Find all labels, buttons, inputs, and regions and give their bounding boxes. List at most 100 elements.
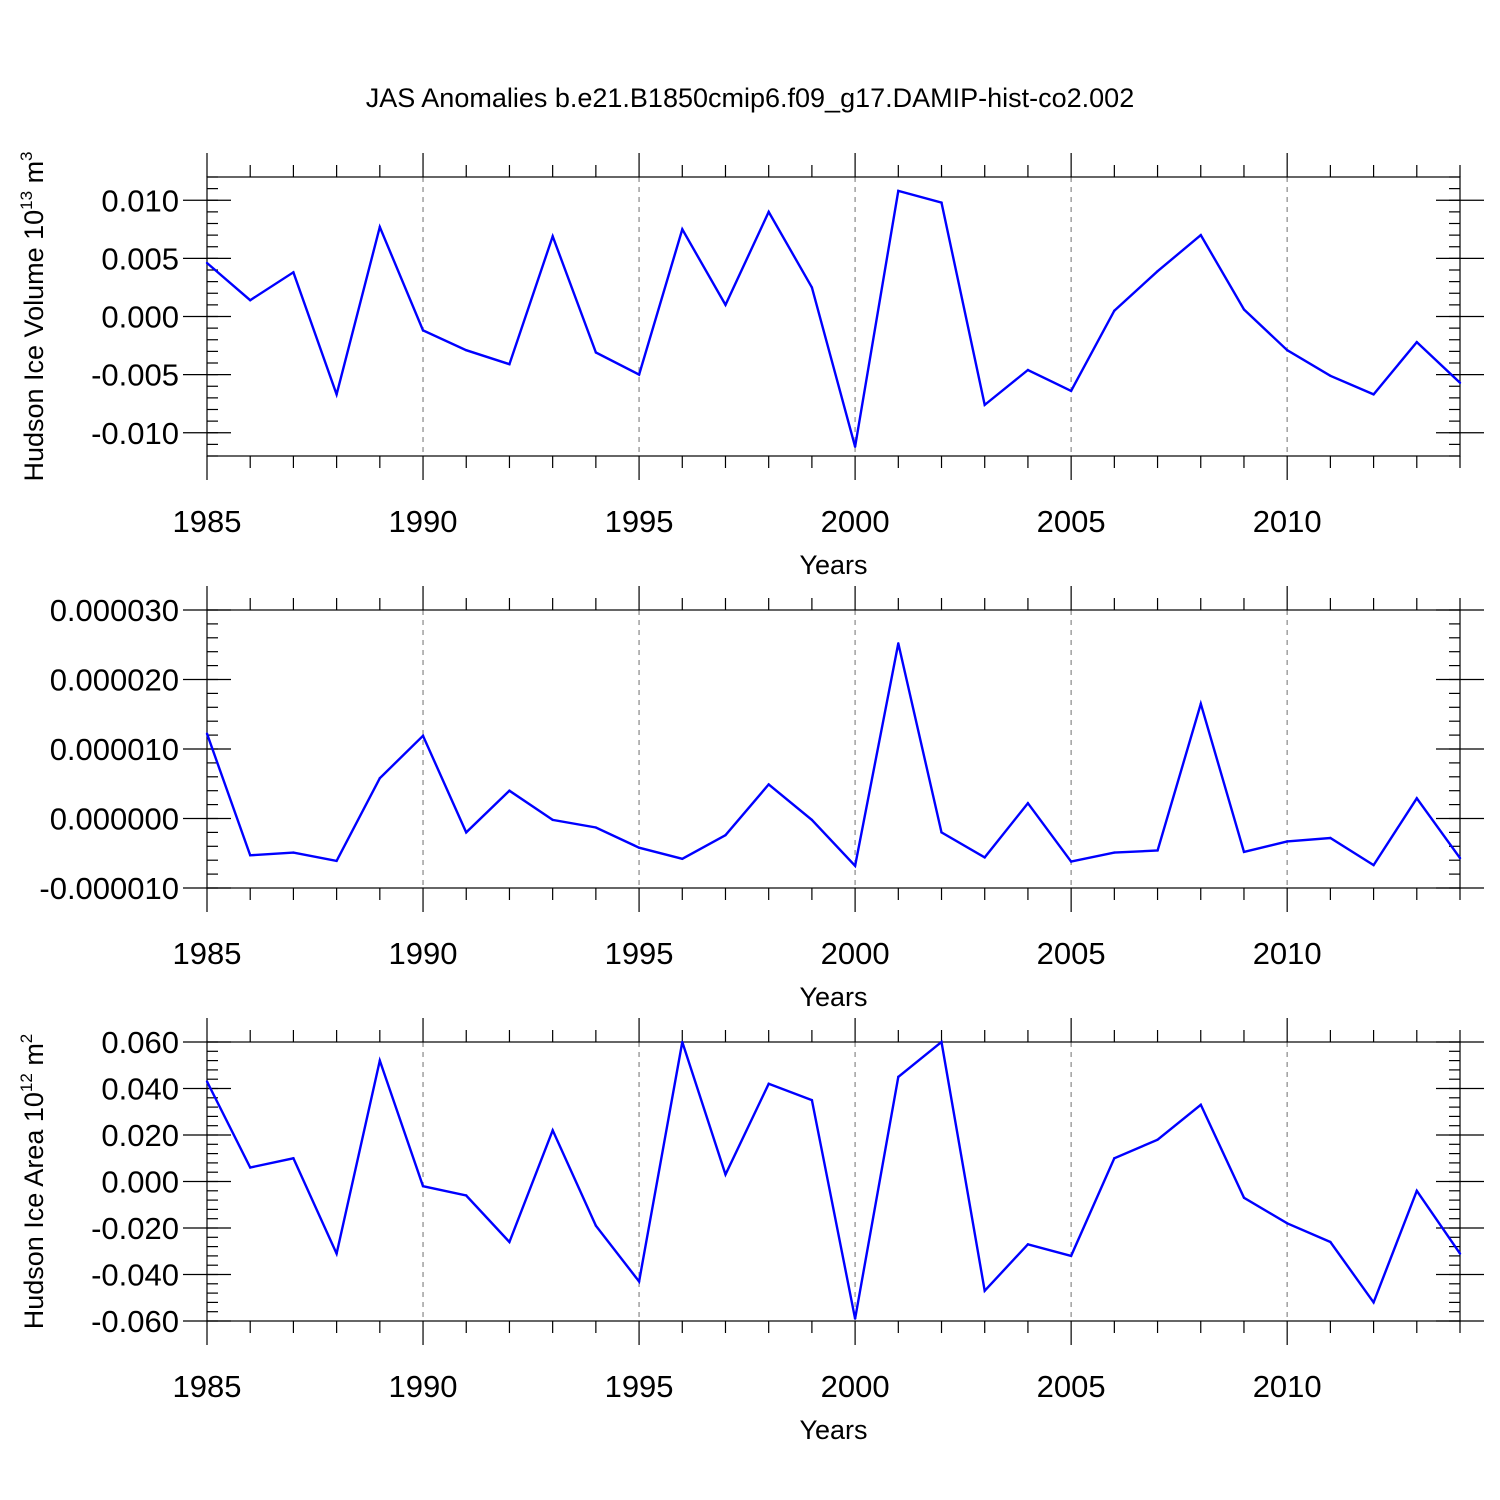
data-point: [1458, 381, 1462, 384]
data-point: [249, 299, 252, 302]
data-point: [1285, 349, 1289, 352]
y-tick-label: -0.000010: [39, 871, 179, 906]
data-point: [1415, 340, 1418, 344]
data-point: [1199, 702, 1202, 706]
data-point: [940, 201, 943, 204]
data-point: [1113, 1157, 1116, 1160]
data-point: [508, 362, 511, 366]
data-point: [1458, 856, 1462, 860]
data-point: [378, 1059, 382, 1062]
data-point: [1458, 1252, 1462, 1255]
data-point: [335, 1252, 338, 1255]
y-tick-label: -0.040: [91, 1258, 179, 1293]
data-point: [421, 1184, 425, 1188]
data-point: [378, 225, 382, 229]
y-tick-label: -0.010: [91, 416, 179, 451]
data-point: [292, 271, 295, 274]
data-point: [1242, 308, 1246, 311]
data-point: [421, 734, 425, 737]
y-axis-label: Hudson Ice Area 1012 m2: [17, 1034, 49, 1330]
data-point: [767, 783, 770, 786]
x-tick-label: 1995: [605, 1369, 674, 1404]
data-point: [681, 228, 684, 231]
data-point: [940, 831, 943, 834]
data-point: [465, 831, 468, 834]
data-point: [983, 1289, 986, 1292]
data-point: [810, 286, 814, 289]
data-point: [897, 1075, 900, 1079]
x-tick-label: 2010: [1253, 1369, 1322, 1404]
x-tick-label: 1985: [173, 936, 242, 971]
data-point: [637, 1280, 641, 1283]
data-point: [1372, 1301, 1375, 1304]
data-point: [1069, 860, 1073, 863]
series-line: [206, 189, 1461, 448]
data-point: [1199, 233, 1202, 237]
y-tick-label: 0.040: [101, 1072, 179, 1107]
x-tick-label: 1990: [389, 936, 458, 971]
data-point: [724, 303, 727, 307]
y-tick-label: 0.000020: [50, 663, 179, 698]
y-tick-label: 0.005: [101, 241, 179, 276]
data-point: [1372, 863, 1375, 867]
data-point: [551, 818, 554, 822]
x-axis-label: Years: [799, 1415, 867, 1445]
data-point: [1372, 393, 1375, 396]
data-point: [249, 854, 252, 857]
data-point: [810, 818, 814, 822]
data-point: [594, 351, 598, 354]
data-point: [681, 1040, 684, 1044]
data-point: [853, 445, 857, 448]
data-point: [378, 776, 382, 780]
data-point: [681, 857, 684, 861]
data-point: [637, 373, 641, 376]
x-tick-label: 2010: [1253, 504, 1322, 539]
x-tick-label: 2000: [821, 1369, 890, 1404]
x-axis-label: Years: [799, 550, 867, 580]
data-point: [1026, 1243, 1030, 1246]
data-point: [1156, 849, 1159, 852]
data-point: [465, 1194, 468, 1197]
data-point: [1113, 309, 1116, 312]
x-tick-label: 1985: [173, 1369, 242, 1404]
data-point: [940, 1040, 943, 1044]
data-point: [1069, 1254, 1073, 1258]
data-point: [1156, 1138, 1159, 1141]
panel-2: -0.000010 0.000000 0.000010 0.000020 0.00003…: [39, 586, 1484, 1012]
x-tick-label: 1985: [173, 504, 242, 539]
x-tick-label: 2000: [821, 504, 890, 539]
data-point: [1329, 1240, 1332, 1244]
x-tick-label: 1990: [389, 1369, 458, 1404]
data-point: [551, 235, 554, 238]
x-axis-label: Years: [799, 982, 867, 1012]
data-point: [1285, 1222, 1289, 1225]
data-point: [1026, 368, 1030, 372]
y-tick-label: 0.010: [101, 183, 179, 218]
x-tick-label: 2005: [1037, 1369, 1106, 1404]
y-tick-label: -0.005: [91, 358, 179, 393]
y-tick-label: 0.000000: [50, 802, 179, 837]
data-point: [594, 1224, 598, 1227]
data-point: [1242, 850, 1246, 854]
data-point: [205, 1080, 209, 1083]
data-point: [205, 261, 209, 265]
y-axis-label: Hudson Ice Volume 1013 m3: [17, 151, 49, 481]
x-tick-label: 2005: [1037, 504, 1106, 539]
data-point: [1113, 851, 1116, 854]
panel-3: -0.060 -0.040 -0.020 0.000 0.020 0.040 0.060 19…: [17, 1018, 1484, 1445]
data-point: [767, 1082, 770, 1086]
series-line: [205, 643, 1461, 869]
data-point: [335, 393, 338, 396]
data-point: [465, 349, 468, 352]
data-point: [724, 1173, 727, 1176]
data-point: [292, 851, 295, 854]
x-tick-label: 2005: [1037, 936, 1106, 971]
data-point: [810, 1098, 814, 1102]
series-line: [205, 1039, 1461, 1319]
y-tick-label: 0.000030: [50, 593, 179, 628]
x-tick-label: 2000: [821, 936, 890, 971]
x-tick-label: 1995: [605, 936, 674, 971]
panels: -0.010 -0.005 0.000 0.005 0.010 1985 1990 1995 2…: [17, 151, 1484, 1445]
data-point: [1199, 1103, 1202, 1106]
